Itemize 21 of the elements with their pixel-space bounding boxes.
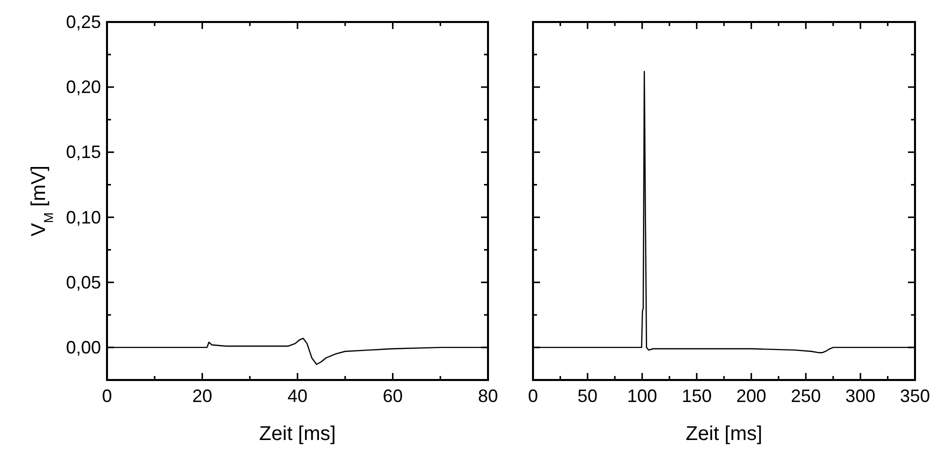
x-tick-label: 200 [736,386,766,406]
x-tick-label: 300 [845,386,876,406]
x-tick-label: 350 [900,386,930,406]
x-tick-label: 100 [627,386,658,406]
x-tick-label: 50 [578,386,598,406]
x-tick-label: 150 [682,386,712,406]
x-tick-label: 80 [478,386,498,406]
y-tick-label: 0,00 [66,337,101,358]
y-tick-label: 0,10 [66,207,101,228]
x-tick-label: 60 [382,386,403,406]
y-tick-label: 0,25 [66,12,101,32]
y-tick-label: 0,15 [66,142,101,162]
x-tick-label: 0 [102,386,112,406]
x-axis-title: Zeit [ms] [686,423,762,445]
x-tick-label: 40 [287,386,308,406]
x-axis-title: Zeit [ms] [259,423,336,445]
y-tick-label: 0,05 [66,272,101,292]
x-tick-label: 20 [192,386,212,406]
y-tick-label: 0,20 [66,77,101,98]
x-tick-label: 0 [528,386,538,406]
x-tick-label: 250 [790,386,821,406]
